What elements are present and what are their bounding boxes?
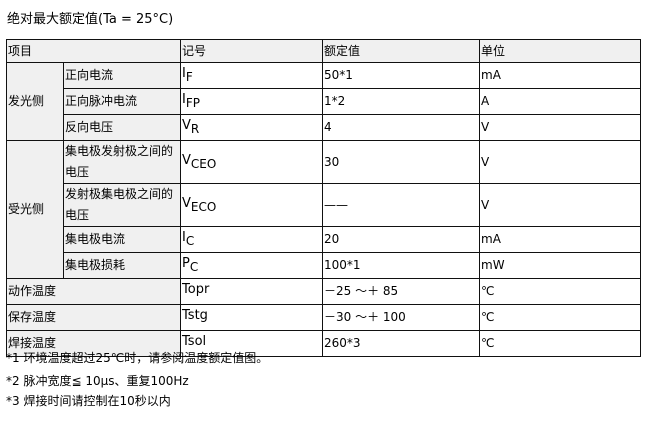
header-unit: 单位 (479, 39, 642, 63)
symbol-main: I (182, 92, 186, 107)
unit: mW (479, 252, 642, 279)
symbol: IC (180, 226, 324, 253)
header-item: 项目 (5, 39, 182, 63)
table-row: 发光侧 正向电流 IF 50*1 mA (6, 62, 642, 141)
ratings-table: 项目 记号 额定值 单位 发光侧 正向电流 IF 50*1 mA 正向脉冲电流 IFP 1*2… (5, 39, 642, 357)
table-row: 集电极电流 IC 20 mA (7, 226, 642, 253)
header-row: 项目 记号 额定值 单位 (5, 39, 642, 63)
item-name: 集电极损耗 (62, 252, 182, 279)
item-name: 焊接温度 (5, 330, 182, 357)
rating-value: 50*1 (322, 62, 481, 89)
symbol-main: Tsol (182, 334, 207, 349)
page-title: 绝对最大额定值(Ta = 25°C) (7, 12, 174, 27)
rating-value: 30 (322, 140, 481, 184)
item-name: 集电极电流 (62, 226, 182, 253)
symbol-main: Topr (182, 282, 210, 297)
table-row: 保存温度 Tstg －30 ～＋ 100 ℃ (5, 304, 642, 331)
symbol-main: Tstg (182, 308, 208, 323)
symbol-subscript: ECO (190, 199, 217, 214)
symbol: VR (180, 114, 324, 141)
rating-value: 260*3 (322, 330, 481, 357)
footnote-2: *2 脉冲宽度≦ 10μs、重复100Hz (6, 374, 189, 388)
unit: ℃ (479, 330, 642, 357)
unit: ℃ (479, 278, 642, 305)
unit: mA (479, 226, 642, 253)
item-name: 反向电压 (62, 114, 182, 141)
symbol-subscript: C (189, 260, 199, 274)
rating-value: －25 ～＋ 85 (322, 278, 481, 305)
table-row: 集电极损耗 PC 100*1 mW (7, 252, 642, 279)
rating-value: 1*2 (322, 88, 481, 115)
footnote-3: *3 焊接时间请控制在10秒以内 (6, 394, 171, 408)
symbol-main: V (182, 118, 191, 133)
rating-value: 100*1 (322, 252, 481, 279)
symbol: PC (180, 252, 324, 279)
unit: mA (479, 62, 642, 89)
header-symbol: 记号 (180, 39, 324, 63)
item-name: 动作温度 (5, 278, 182, 305)
table-row: 动作温度 Topr －25 ～＋ 85 ℃ (5, 278, 642, 305)
unit: V (479, 140, 642, 184)
symbol-subscript: R (190, 122, 200, 136)
footnote-1: *1 环境温度超过25℃时，请参阅温度额定值图。 (6, 351, 269, 365)
item-name: 正向电流 (62, 62, 182, 89)
symbol: VCEO (180, 140, 324, 184)
symbol: VECO (180, 183, 324, 227)
symbol: IF (180, 62, 324, 89)
rating-value: —— (322, 183, 481, 227)
symbol-main: V (182, 152, 191, 168)
header-rating: 额定值 (322, 39, 481, 63)
table-row: 焊接温度 Tsol 260*3 ℃ (5, 330, 642, 357)
symbol-main: V (182, 195, 191, 211)
symbol: Topr (180, 278, 324, 305)
symbol-main: I (182, 230, 186, 245)
group-emitter: 发光侧 (6, 62, 64, 141)
item-name: 发射极集电极之间的电压 (62, 183, 182, 227)
rating-value: 20 (322, 226, 481, 253)
unit: V (479, 183, 642, 227)
item-name: 正向脉冲电流 (62, 88, 182, 115)
symbol-subscript: FP (185, 96, 200, 110)
table-row: 正向脉冲电流 IFP 1*2 A (7, 88, 642, 115)
table-row: 发射极集电极之间的电压 VECO —— V (7, 183, 642, 227)
rating-value: 4 (322, 114, 481, 141)
table-row: 受光侧 集电极发射极之间的电压 VCEO 30 V (6, 140, 642, 279)
unit: A (479, 88, 642, 115)
unit: V (479, 114, 642, 141)
rating-value: －30 ～＋ 100 (322, 304, 481, 331)
symbol: Tstg (180, 304, 324, 331)
unit: ℃ (479, 304, 642, 331)
symbol-subscript: CEO (190, 156, 217, 171)
symbol: Tsol (180, 330, 324, 357)
symbol: IFP (180, 88, 324, 115)
symbol-subscript: C (185, 234, 195, 248)
symbol-main: P (182, 256, 190, 271)
symbol-subscript: F (185, 70, 193, 84)
group-detector: 受光侧 (6, 140, 64, 279)
table-row: 反向电压 VR 4 V (7, 114, 642, 141)
item-name: 集电极发射极之间的电压 (62, 140, 182, 184)
item-name: 保存温度 (5, 304, 182, 331)
symbol-main: I (182, 66, 186, 81)
